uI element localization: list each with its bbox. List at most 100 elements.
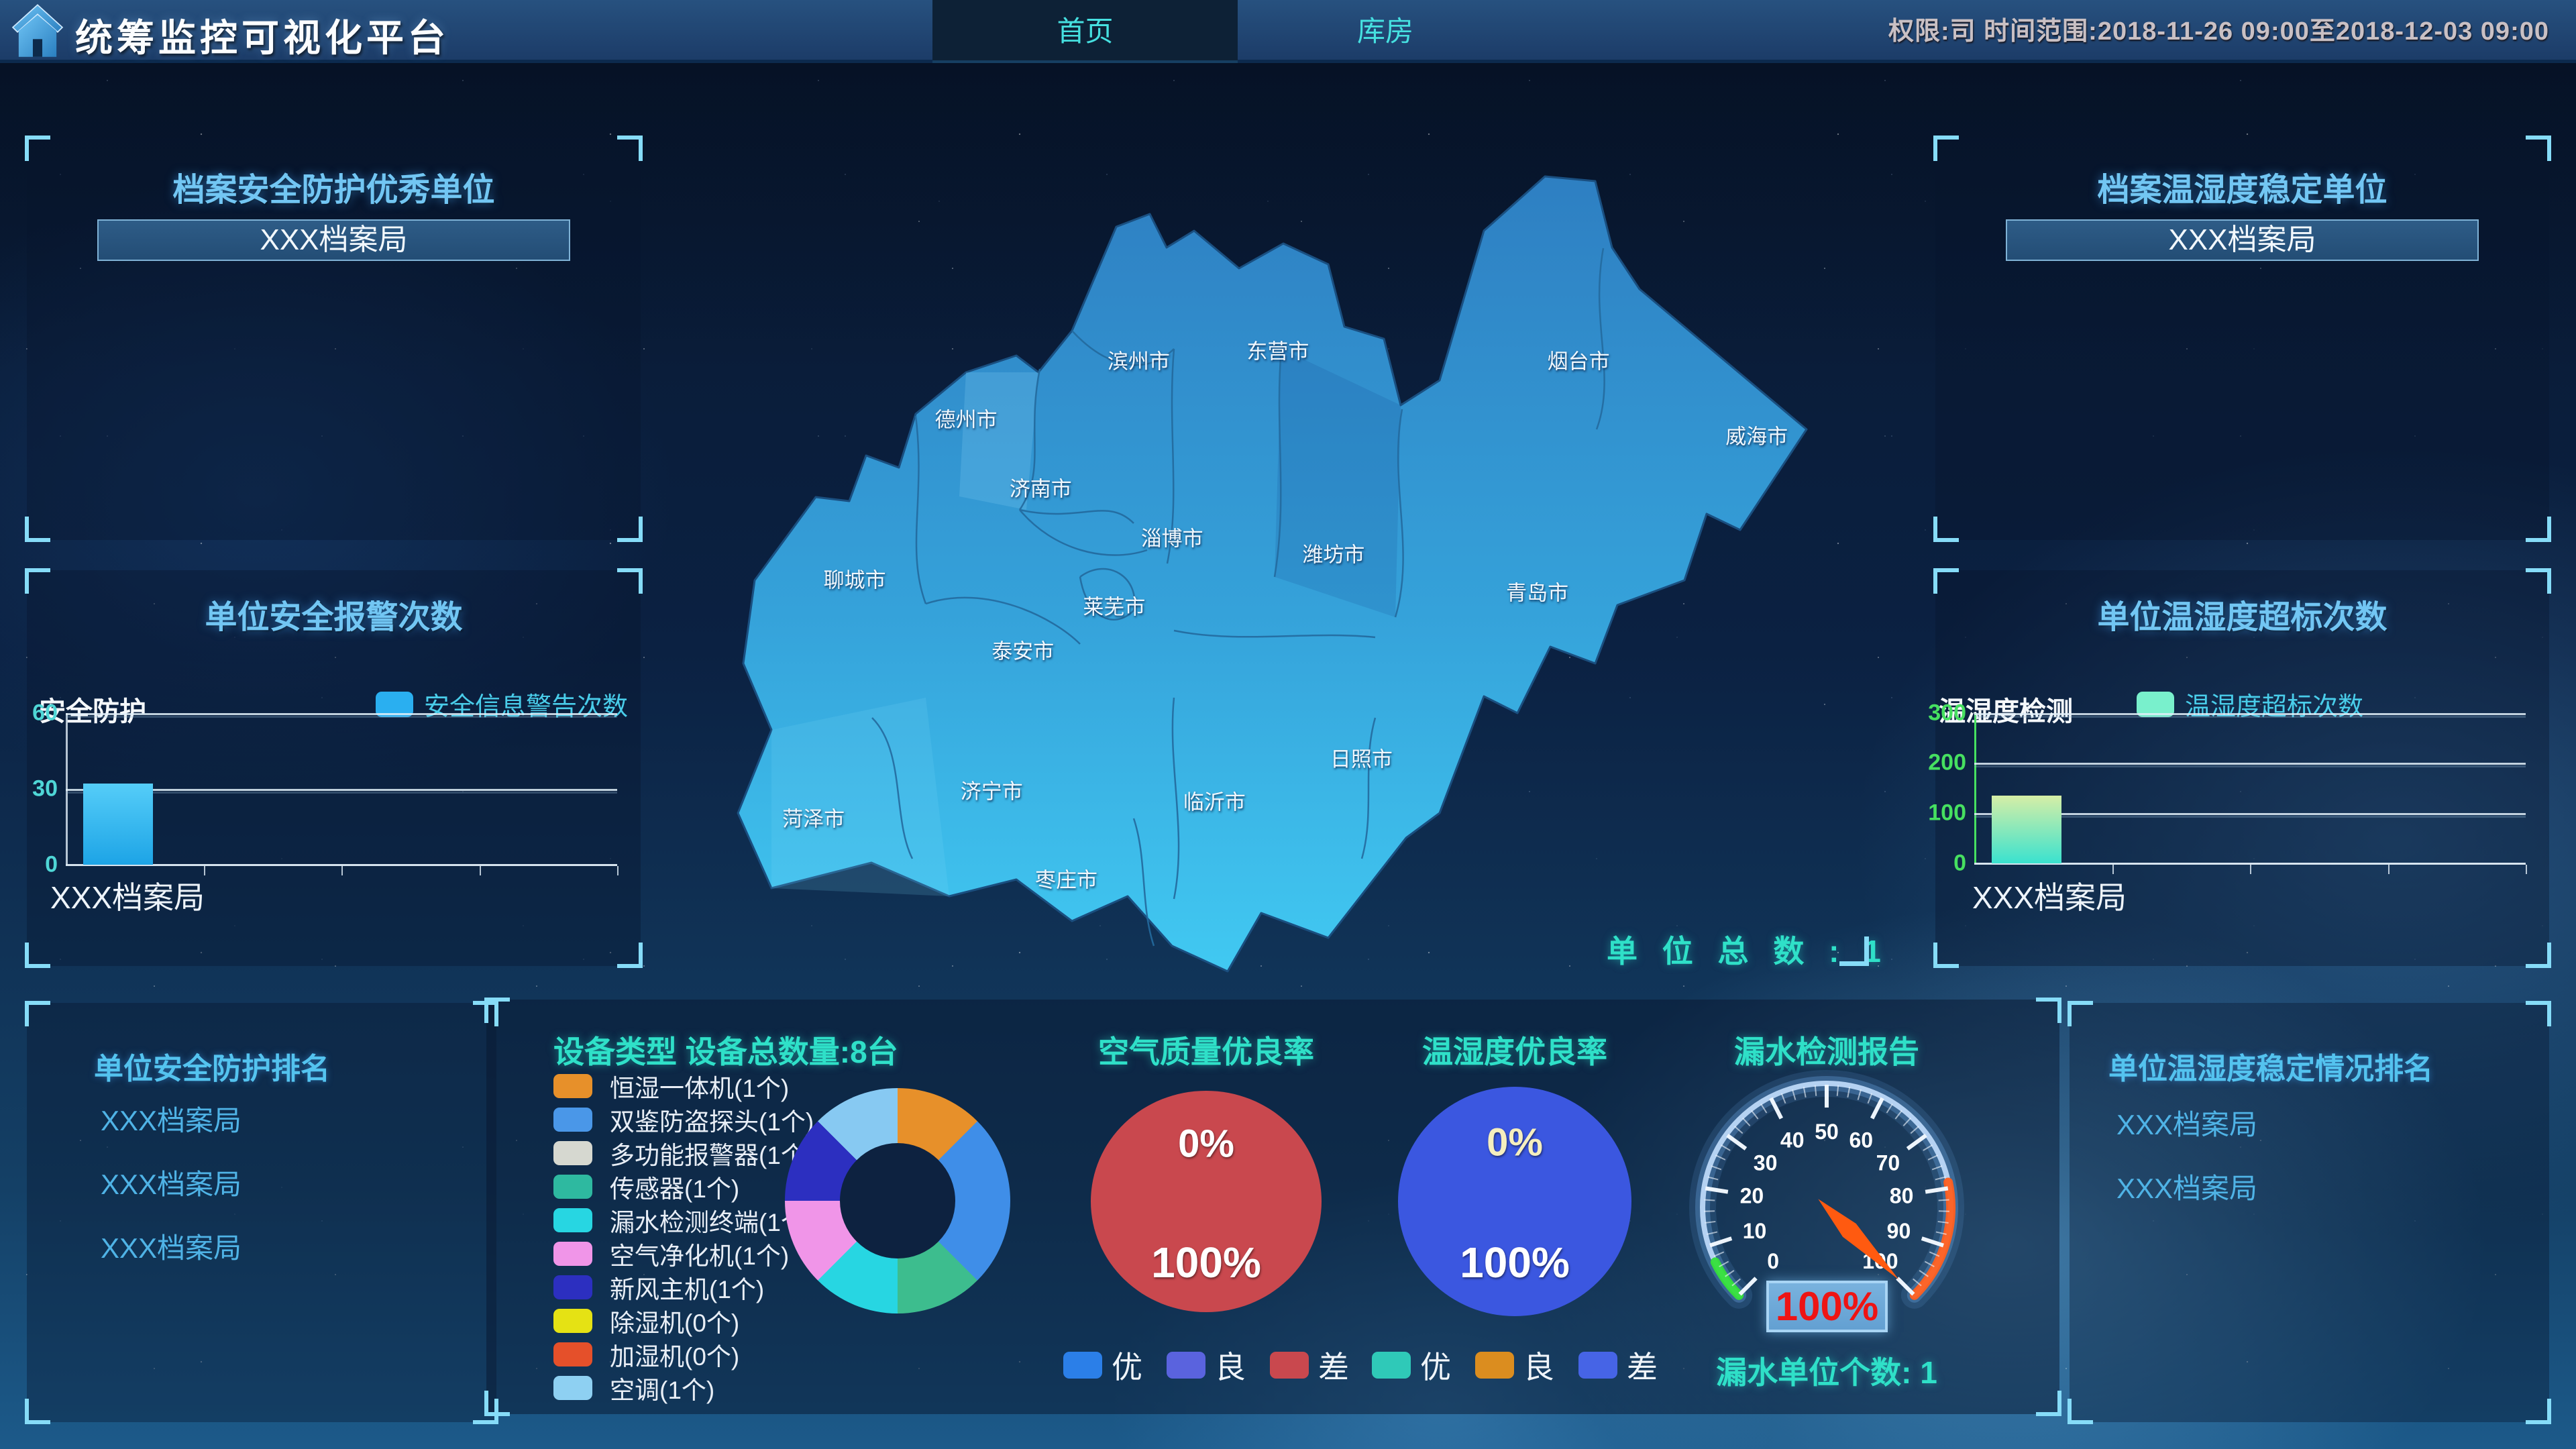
device-legend-label: 空气净化机(1个) xyxy=(610,1242,790,1270)
device-legend-item[interactable]: 漏水检测终端(1个) xyxy=(553,1203,814,1237)
region-borders xyxy=(871,248,1605,947)
device-legend-swatch xyxy=(553,1309,592,1333)
pie-legend-item[interactable]: 优 xyxy=(1063,1343,1142,1387)
legend-swatch xyxy=(2137,691,2174,717)
pie-legend-label: 优 xyxy=(1420,1350,1451,1385)
pie-legend-swatch xyxy=(1578,1352,1617,1379)
gauge-tick-label: 0 xyxy=(1767,1249,1779,1273)
gauge-tick-label: 90 xyxy=(1887,1219,1911,1243)
legend-swatch xyxy=(376,691,413,717)
pie-legend-swatch xyxy=(1372,1352,1411,1379)
gauge-tick-label: 40 xyxy=(1780,1128,1805,1152)
temp-humidity-pie[interactable] xyxy=(1398,1087,1631,1316)
app-title: 统筹监控可视化平台 xyxy=(75,17,449,59)
device-legend-list: 恒湿一体机(1个) 双鉴防盗探头(1个) 多功能报警器(1个) 传感器(1个) 漏水检测… xyxy=(553,1069,814,1405)
temp-humidity-title: 温湿度优良率 xyxy=(1422,1034,1607,1069)
pie-legend-item[interactable]: 差 xyxy=(1270,1343,1349,1387)
home-icon[interactable] xyxy=(8,1,67,60)
device-legend-item[interactable]: 多功能报警器(1个) xyxy=(553,1136,814,1170)
panel-humidity-ranking: 单位温湿度稳定情况排名 XXX档案局 XXX档案局 xyxy=(2068,1001,2551,1424)
temp-pie-bottom-label: 100% xyxy=(1460,1238,1570,1287)
device-legend-item[interactable]: 除湿机(0个) xyxy=(553,1304,814,1338)
humidity-bar-chart: 0 100 200 300 xyxy=(1928,700,2527,876)
security-ranking-list: XXX档案局 XXX档案局 XXX档案局 xyxy=(101,1098,241,1289)
air-quality-pie[interactable] xyxy=(1091,1091,1322,1312)
temp-humidity-legend: 优 良差 xyxy=(1372,1343,1658,1387)
device-legend-label: 除湿机(0个) xyxy=(610,1309,740,1337)
gauge-title: 漏水检测报告 xyxy=(1734,1034,1919,1069)
temp-pie-top-label: 0% xyxy=(1487,1120,1543,1165)
ytick: 300 xyxy=(1928,700,1966,726)
device-donut-chart[interactable] xyxy=(785,1088,1010,1313)
device-legend-swatch xyxy=(553,1108,592,1132)
ranking-item: XXX档案局 xyxy=(101,1105,242,1136)
device-legend-label: 恒湿一体机(1个) xyxy=(610,1075,790,1102)
security-bar-chart: 0 30 60 xyxy=(32,700,619,877)
pie-legend-item[interactable]: 优 xyxy=(1372,1343,1451,1387)
device-legend-swatch xyxy=(553,1376,592,1400)
pie-legend-label: 差 xyxy=(1318,1350,1349,1385)
panel-security-unit: 档案安全防护优秀单位 XXX档案局 xyxy=(25,136,643,542)
device-legend-swatch xyxy=(553,1275,592,1299)
map-svg xyxy=(737,175,1808,973)
air-quality-legend: 优良差 xyxy=(1063,1343,1349,1387)
ytick: 200 xyxy=(1928,749,1966,775)
ranking-item: XXX档案局 xyxy=(101,1169,242,1200)
pie-legend-swatch xyxy=(1063,1352,1102,1379)
panel-title: 档案温湿度稳定单位 xyxy=(2097,172,2387,208)
province-outline[interactable] xyxy=(737,175,1808,973)
humidity-bar[interactable] xyxy=(1992,796,2061,863)
gauge-value-box: 100% xyxy=(1766,1281,1888,1332)
tab-home[interactable]: 首页 xyxy=(932,0,1238,63)
gauge-needle xyxy=(1818,1199,1899,1280)
legend-label: 安全信息警告次数 xyxy=(424,693,629,721)
device-legend-item[interactable]: 加湿机(0个) xyxy=(553,1338,814,1371)
pie-legend-item[interactable]: 良 xyxy=(1167,1343,1246,1387)
pie-legend-item[interactable]: 差 xyxy=(1578,1343,1658,1387)
panel-humidity-unit: 档案温湿度稳定单位 XXX档案局 xyxy=(1933,136,2551,542)
device-legend-swatch xyxy=(553,1342,592,1366)
pie-legend-label: 优 xyxy=(1112,1350,1142,1385)
panel-title: 单位温湿度稳定情况排名 xyxy=(2108,1053,2433,1085)
device-legend-label: 双鉴防盗探头(1个) xyxy=(610,1108,814,1136)
bar-category-label: XXX档案局 xyxy=(50,880,205,915)
humidity-ranking-list: XXX档案局 XXX档案局 xyxy=(2116,1102,2257,1230)
pie-legend-item[interactable]: 良 xyxy=(1475,1343,1554,1387)
panel-security-alarm-chart: 单位安全报警次数 安全防护 安全信息警告次数 0 30 60 XXX档案局 xyxy=(25,568,643,968)
shandong-map[interactable]: 滨州市 东营市 烟台市 威海市 德州市 济南市 淄博市 潍坊市 青岛市 聊城市 莱芜市 泰安市 日照市济… xyxy=(704,148,1818,979)
security-unit-item: XXX档案局 xyxy=(97,219,570,261)
air-pie-top-label: 0% xyxy=(1178,1122,1234,1166)
pie-legend-label: 良 xyxy=(1523,1350,1554,1385)
chart-legend[interactable]: 安全信息警告次数 xyxy=(376,686,628,722)
gauge-tick-label: 10 xyxy=(1743,1219,1767,1243)
device-legend-item[interactable]: 恒湿一体机(1个) xyxy=(553,1069,814,1103)
device-legend-item[interactable]: 空调(1个) xyxy=(553,1371,814,1405)
unit-total-label: 单 位 总 数 : 1 xyxy=(1607,934,1889,969)
panel-title: 单位温湿度超标次数 xyxy=(2097,600,2387,635)
device-legend-item[interactable]: 新风主机(1个) xyxy=(553,1271,814,1304)
humidity-unit-item: XXX档案局 xyxy=(2006,219,2479,261)
security-bar[interactable] xyxy=(83,784,153,865)
device-legend-label: 漏水检测终端(1个) xyxy=(610,1209,814,1236)
pie-legend-label: 良 xyxy=(1215,1350,1246,1385)
device-legend-item[interactable]: 双鉴防盗探头(1个) xyxy=(553,1103,814,1136)
chart-legend[interactable]: 温湿度超标次数 xyxy=(2137,686,2363,722)
tab-warehouse[interactable]: 库房 xyxy=(1356,15,1413,47)
panel-title: 档案安全防护优秀单位 xyxy=(172,172,495,208)
ranking-item: XXX档案局 xyxy=(2116,1109,2258,1140)
pie-legend-swatch xyxy=(1167,1352,1205,1379)
panel-humidity-alarm-chart: 单位温湿度超标次数 温湿度检测 温湿度超标次数 0 100 200 300 XX… xyxy=(1928,568,2551,968)
leak-unit-count-label: 漏水单位个数: 1 xyxy=(1716,1355,1937,1390)
device-legend-label: 传感器(1个) xyxy=(610,1175,740,1203)
device-legend-item[interactable]: 传感器(1个) xyxy=(553,1170,814,1203)
legend-label: 温湿度超标次数 xyxy=(2185,693,2364,721)
device-legend-label: 空调(1个) xyxy=(610,1377,715,1404)
ytick: 60 xyxy=(32,700,58,726)
ranking-item: XXX档案局 xyxy=(101,1232,242,1264)
gauge-tick-label: 50 xyxy=(1815,1120,1839,1144)
device-legend-item[interactable]: 空气净化机(1个) xyxy=(553,1237,814,1271)
panel-security-ranking: 单位安全防护排名 XXX档案局 XXX档案局 XXX档案局 xyxy=(25,1001,498,1424)
device-legend-swatch xyxy=(553,1141,592,1165)
